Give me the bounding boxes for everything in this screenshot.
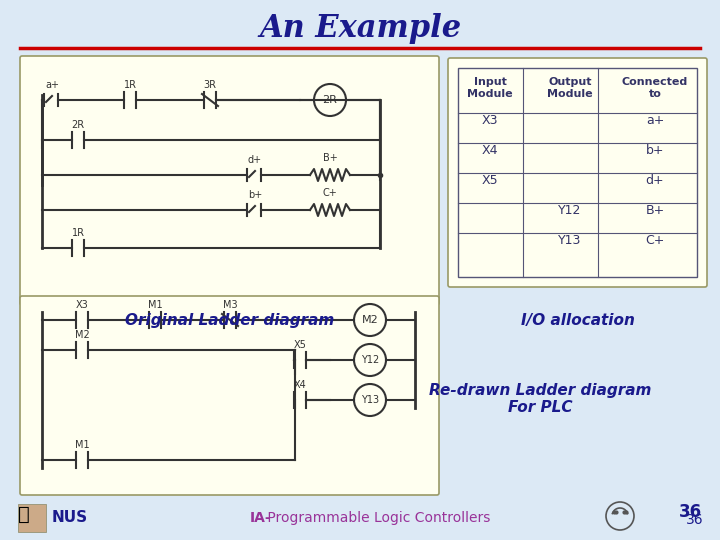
Text: Input
Module: Input Module bbox=[467, 77, 513, 99]
Text: Y12: Y12 bbox=[558, 204, 582, 217]
FancyBboxPatch shape bbox=[448, 58, 707, 287]
FancyBboxPatch shape bbox=[20, 296, 439, 495]
Text: C+: C+ bbox=[323, 188, 338, 198]
Text: X5: X5 bbox=[294, 340, 307, 350]
Text: NUS: NUS bbox=[52, 510, 88, 525]
Text: 2R: 2R bbox=[71, 120, 84, 130]
Text: For PLC: For PLC bbox=[508, 401, 572, 415]
Text: X5: X5 bbox=[482, 173, 498, 186]
Text: B+: B+ bbox=[323, 153, 338, 163]
Text: d+: d+ bbox=[646, 173, 665, 186]
Text: 1R: 1R bbox=[124, 80, 137, 90]
Text: Connected
to: Connected to bbox=[622, 77, 688, 99]
Text: 36: 36 bbox=[686, 513, 704, 527]
Text: X3: X3 bbox=[76, 300, 89, 310]
Text: 🏛: 🏛 bbox=[18, 505, 30, 524]
FancyBboxPatch shape bbox=[20, 56, 439, 305]
Bar bbox=[18, 504, 46, 532]
Text: d+: d+ bbox=[248, 155, 262, 165]
Text: X4: X4 bbox=[482, 144, 498, 157]
Text: a+: a+ bbox=[45, 80, 59, 90]
Text: Y13: Y13 bbox=[558, 233, 582, 246]
Text: X4: X4 bbox=[294, 380, 307, 390]
Text: 36: 36 bbox=[678, 503, 701, 521]
Text: I/O allocation: I/O allocation bbox=[521, 314, 634, 328]
Text: Programmable Logic Controllers: Programmable Logic Controllers bbox=[263, 511, 490, 525]
Text: b+: b+ bbox=[646, 144, 665, 157]
Text: 3R: 3R bbox=[204, 80, 217, 90]
Text: X3: X3 bbox=[482, 113, 498, 126]
Bar bbox=[458, 68, 697, 277]
Text: M1: M1 bbox=[75, 440, 89, 450]
Text: M3: M3 bbox=[222, 300, 238, 310]
Text: Output
Module: Output Module bbox=[547, 77, 593, 99]
Text: Y13: Y13 bbox=[361, 395, 379, 405]
Text: 2R: 2R bbox=[323, 95, 338, 105]
Text: An Example: An Example bbox=[259, 12, 461, 44]
Text: Original Ladder diagram: Original Ladder diagram bbox=[125, 314, 334, 328]
Text: Re-drawn Ladder diagram: Re-drawn Ladder diagram bbox=[429, 382, 651, 397]
Text: a+: a+ bbox=[646, 113, 664, 126]
Text: Y12: Y12 bbox=[361, 355, 379, 365]
Text: M1: M1 bbox=[148, 300, 162, 310]
Text: b+: b+ bbox=[248, 190, 262, 200]
Text: M2: M2 bbox=[361, 315, 379, 325]
Text: B+: B+ bbox=[645, 204, 665, 217]
Text: IA-: IA- bbox=[250, 511, 271, 525]
Text: C+: C+ bbox=[645, 233, 665, 246]
Text: M2: M2 bbox=[75, 330, 89, 340]
Text: 1R: 1R bbox=[71, 228, 84, 238]
